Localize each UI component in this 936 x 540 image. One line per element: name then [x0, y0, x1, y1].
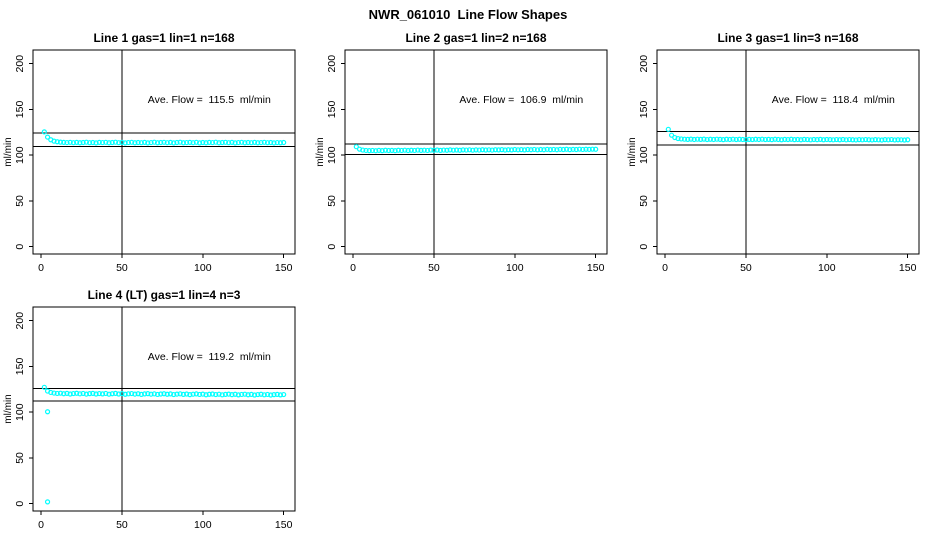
x-tick-label: 50: [740, 262, 752, 274]
y-tick-label: 100: [638, 146, 650, 164]
x-axis: 0 50 100 150: [38, 511, 293, 531]
data-points: [41, 384, 287, 505]
plot-frame: [32, 306, 296, 512]
data-points: [665, 126, 911, 143]
x-axis: 0 50 100 150: [38, 254, 293, 274]
subplot-title: Line 2 gas=1 lin=2 n=168: [405, 31, 546, 45]
x-tick-label: 100: [194, 519, 212, 531]
subplot-line-1: Line 1 gas=1 lin=1 n=168 0 50 100 150 0 50 100 1…: [3, 31, 296, 274]
outlier-point: [44, 499, 51, 505]
empty-cell: [312, 283, 624, 540]
y-tick-label: 200: [326, 55, 338, 73]
y-axis: 0 50 100 150 200: [326, 55, 345, 250]
x-tick-label: 100: [506, 262, 524, 274]
x-tick-label: 0: [662, 262, 668, 274]
subplot-grid: Line 1 gas=1 lin=1 n=168 0 50 100 150 0 50 100 1…: [0, 26, 936, 540]
subplot-line-4: Line 4 (LT) gas=1 lin=4 n=3 0 50 100 150 0 50 1…: [3, 288, 296, 531]
x-tick-label: 0: [350, 262, 356, 274]
subplot-title: Line 4 (LT) gas=1 lin=4 n=3: [88, 288, 241, 302]
x-tick-label: 0: [38, 262, 44, 274]
y-tick-label: 150: [14, 358, 26, 376]
x-tick-label: 50: [428, 262, 440, 274]
x-tick-label: 50: [116, 262, 128, 274]
y-axis: 0 50 100 150 200: [638, 55, 657, 250]
y-tick-label: 200: [638, 55, 650, 73]
x-tick-label: 0: [38, 519, 44, 531]
x-tick-label: 150: [275, 519, 293, 531]
x-tick-label: 100: [194, 262, 212, 274]
y-tick-label: 0: [14, 244, 26, 250]
y-tick-label: 50: [14, 452, 26, 464]
y-tick-label: 50: [638, 195, 650, 207]
y-tick-label: 100: [14, 146, 26, 164]
y-tick-label: 50: [326, 195, 338, 207]
y-axis: 0 50 100 150 200: [14, 312, 33, 507]
avg-flow-annotation: Ave. Flow = 119.2 ml/min: [148, 351, 271, 363]
y-tick-label: 0: [326, 244, 338, 250]
page-title: NWR_061010 Line Flow Shapes: [368, 7, 568, 22]
y-axis-label: ml/min: [3, 394, 14, 423]
plot-frame: [656, 49, 920, 255]
data-points: [353, 144, 599, 154]
x-tick-label: 150: [275, 262, 293, 274]
subplot-line-2: Line 2 gas=1 lin=2 n=168 0 50 100 150 0 50 100 1…: [315, 31, 608, 274]
x-tick-label: 150: [587, 262, 605, 274]
y-tick-label: 150: [326, 101, 338, 119]
avg-flow-annotation: Ave. Flow = 106.9 ml/min: [459, 94, 583, 106]
x-tick-label: 150: [899, 262, 917, 274]
y-tick-label: 100: [326, 146, 338, 164]
x-tick-label: 50: [116, 519, 128, 531]
plot-frame: [344, 49, 608, 255]
y-tick-label: 150: [638, 101, 650, 119]
y-axis-label: ml/min: [3, 137, 14, 166]
x-tick-label: 100: [818, 262, 836, 274]
y-tick-label: 150: [14, 101, 26, 119]
subplot-line-3: Line 3 gas=1 lin=3 n=168 0 50 100 150 0 50 100 1…: [627, 31, 920, 274]
subplot-title: Line 3 gas=1 lin=3 n=168: [717, 31, 858, 45]
y-axis-label: ml/min: [315, 137, 326, 166]
y-tick-label: 200: [14, 312, 26, 330]
empty-cell: [624, 283, 936, 540]
outlier-point: [44, 409, 51, 415]
y-axis-label: ml/min: [627, 137, 638, 166]
x-axis: 0 50 100 150: [662, 254, 917, 274]
y-axis: 0 50 100 150 200: [14, 55, 33, 250]
y-tick-label: 200: [14, 55, 26, 73]
plot-frame: [32, 49, 296, 255]
y-tick-label: 100: [14, 403, 26, 421]
y-tick-label: 50: [14, 195, 26, 207]
y-tick-label: 0: [14, 501, 26, 507]
avg-flow-annotation: Ave. Flow = 115.5 ml/min: [148, 94, 271, 106]
y-tick-label: 0: [638, 244, 650, 250]
data-points: [41, 129, 287, 146]
x-axis: 0 50 100 150: [350, 254, 605, 274]
avg-flow-annotation: Ave. Flow = 118.4 ml/min: [772, 94, 895, 106]
subplot-title: Line 1 gas=1 lin=1 n=168: [93, 31, 234, 45]
